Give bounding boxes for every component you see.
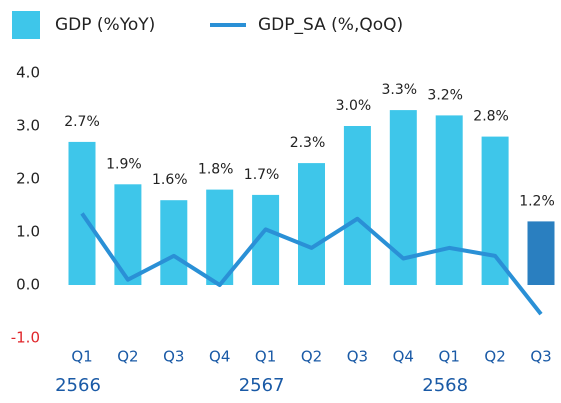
value-label: 3.3% bbox=[382, 82, 418, 98]
value-label: 1.2% bbox=[519, 193, 555, 209]
bar bbox=[481, 136, 509, 285]
value-label: 1.9% bbox=[106, 156, 142, 172]
value-label: 2.8% bbox=[473, 109, 509, 125]
x-tick-label: Q2 bbox=[484, 348, 505, 366]
year-label: 2566 bbox=[55, 375, 101, 396]
x-tick-label: Q3 bbox=[347, 348, 368, 366]
y-tick-label: 3.0 bbox=[16, 117, 40, 135]
y-tick-label: 0.0 bbox=[16, 276, 40, 294]
value-label: 1.6% bbox=[152, 172, 188, 188]
legend-label: GDP_SA (%,QoQ) bbox=[258, 15, 403, 35]
x-tick-label: Q2 bbox=[301, 348, 322, 366]
x-tick-label: Q1 bbox=[255, 348, 276, 366]
bar bbox=[298, 163, 325, 285]
bar bbox=[343, 126, 371, 285]
value-label: 2.7% bbox=[64, 114, 100, 130]
legend-swatch bbox=[12, 11, 40, 39]
y-tick-label: -1.0 bbox=[11, 329, 40, 347]
year-label: 2568 bbox=[422, 375, 468, 396]
bar bbox=[206, 189, 234, 285]
y-tick-label: 4.0 bbox=[16, 64, 40, 82]
x-tick-label: Q4 bbox=[209, 348, 230, 366]
x-tick-label: Q1 bbox=[439, 348, 460, 366]
x-tick-label: Q3 bbox=[530, 348, 551, 366]
y-tick-label: 1.0 bbox=[16, 223, 40, 241]
value-label: 1.7% bbox=[244, 167, 280, 183]
x-tick-label: Q3 bbox=[163, 348, 184, 366]
x-tick-label: Q2 bbox=[117, 348, 138, 366]
value-label: 2.3% bbox=[290, 135, 326, 151]
value-label: 3.0% bbox=[336, 98, 372, 114]
bar bbox=[527, 221, 555, 285]
x-tick-label: Q4 bbox=[393, 348, 414, 366]
legend-label: GDP (%YoY) bbox=[55, 15, 155, 35]
value-label: 3.2% bbox=[427, 87, 463, 103]
bar bbox=[160, 200, 188, 285]
x-tick-label: Q1 bbox=[71, 348, 92, 366]
value-label: 1.8% bbox=[198, 162, 234, 178]
year-label: 2567 bbox=[239, 375, 285, 396]
bar bbox=[435, 115, 463, 286]
line bbox=[80, 212, 543, 316]
bar bbox=[114, 184, 142, 285]
y-tick-label: 2.0 bbox=[16, 170, 40, 188]
